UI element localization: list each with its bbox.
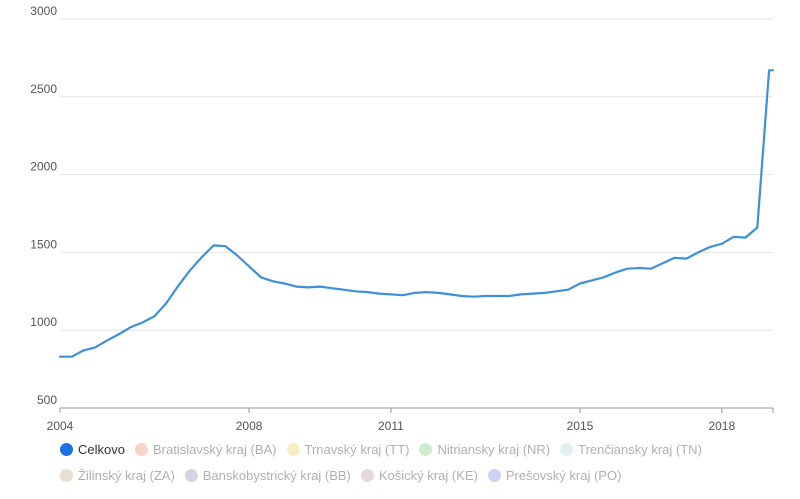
y-tick-label: 2000 [30,160,57,174]
legend-item-za[interactable]: Žilinský kraj (ZA) [60,468,175,483]
x-tick-label: 2011 [378,419,404,430]
legend-dot-icon [184,468,198,482]
legend-item-ke[interactable]: Košický kraj (KE) [360,467,478,483]
legend-label: Košický kraj (KE) [378,467,478,483]
legend-label: Prešovský kraj (PO) [505,467,622,483]
legend-dot-icon [60,442,73,456]
legend-item-nr[interactable]: Nitriansky kraj (NR) [419,442,550,457]
legend-label: Žilinský kraj (ZA) [78,467,175,483]
legend-label: Celkovo [78,441,125,457]
gridlines [59,18,774,413]
legend-label: Trnavský kraj (TT) [304,441,410,457]
line-chart: 500 1000 1500 2000 2500 3000 2004 2008 2011 2015… [30,4,775,430]
series-layer [58,69,775,358]
y-tick-label: 2500 [30,82,57,96]
y-axis-ticks: 500 1000 1500 2000 2500 3000 [30,4,57,407]
legend-label: Nitriansky kraj (NR) [437,441,551,457]
y-tick-label: 1500 [30,237,57,251]
x-axis-ticks: 2004 2008 2011 2015 2018 [47,419,736,430]
legend-item-celkovo[interactable]: Celkovo [60,442,125,457]
x-tick-label: 2018 [708,419,735,430]
legend-label: Trenčiansky kraj (TN) [578,441,702,457]
x-tick-label: 2008 [236,419,263,430]
legend-dot-icon [419,442,433,456]
legend-dot-icon [560,442,574,456]
legend: Celkovo Bratislavský kraj (BA) Trnavský … [60,438,790,490]
legend-dot-icon [487,468,501,482]
series-line-celkovo [58,69,775,358]
legend-dot-icon [60,468,73,482]
legend-item-po[interactable]: Prešovský kraj (PO) [487,467,622,483]
legend-row-1: Celkovo Bratislavský kraj (BA) Trnavský … [60,438,790,460]
legend-dot-icon [360,468,374,482]
x-tick-label: 2004 [47,419,74,430]
y-tick-label: 1000 [30,315,57,329]
y-tick-label: 500 [37,393,57,407]
x-tick-label: 2015 [567,419,594,430]
legend-dot-icon [286,442,300,456]
legend-item-tn[interactable]: Trenčiansky kraj (TN) [560,442,702,457]
legend-item-bb[interactable]: Banskobystrický kraj (BB) [184,467,351,483]
legend-label: Banskobystrický kraj (BB) [202,467,351,483]
legend-label: Bratislavský kraj (BA) [152,441,277,457]
legend-item-ba[interactable]: Bratislavský kraj (BA) [134,441,277,457]
legend-dot-icon [134,442,148,456]
legend-row-2: Žilinský kraj (ZA) Banskobystrický kraj … [60,464,790,486]
legend-item-tt[interactable]: Trnavský kraj (TT) [286,441,410,457]
y-tick-label: 3000 [30,4,57,18]
